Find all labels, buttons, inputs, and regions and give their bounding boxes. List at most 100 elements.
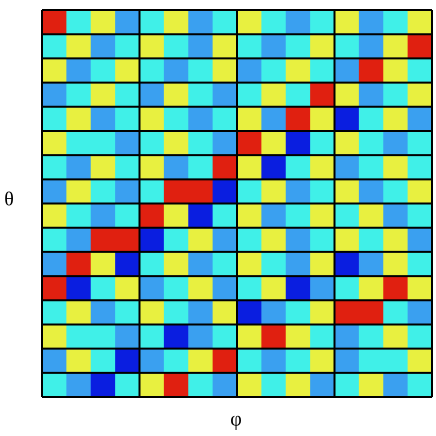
heatmap-cell xyxy=(139,300,165,325)
heatmap-cell xyxy=(334,372,360,398)
heatmap-cell xyxy=(358,227,384,253)
heatmap-cell xyxy=(407,106,433,132)
heatmap-cell xyxy=(212,251,238,277)
heatmap-cell xyxy=(261,300,287,325)
heatmap-cell xyxy=(90,10,116,35)
heatmap-cell xyxy=(334,34,360,59)
heatmap-cell xyxy=(163,324,189,350)
heatmap-cell xyxy=(334,251,360,277)
overlay-grid xyxy=(41,9,433,398)
heatmap-cell xyxy=(42,179,67,204)
heatmap-cell xyxy=(163,106,189,132)
heatmap-cell xyxy=(383,300,409,325)
heatmap-cell xyxy=(139,203,165,229)
heatmap-cell xyxy=(66,130,92,156)
heatmap-cell xyxy=(139,10,165,35)
heatmap-cell xyxy=(139,130,165,156)
heatmap-cell xyxy=(383,155,409,180)
x-axis-label: φ xyxy=(230,409,242,431)
heatmap-cell xyxy=(358,372,384,398)
heatmap-cell xyxy=(285,58,311,84)
heatmap-cell xyxy=(163,276,189,301)
heatmap-cell xyxy=(285,155,311,180)
heatmap-cell xyxy=(358,324,384,350)
heatmap-cell xyxy=(139,227,165,253)
heatmap-cell xyxy=(139,155,165,180)
heatmap-cell xyxy=(212,179,238,204)
heatmap-cell xyxy=(334,179,360,204)
heatmap-cell xyxy=(285,34,311,59)
heatmap-cell xyxy=(261,179,287,204)
heatmap-cell xyxy=(42,10,67,35)
heatmap-cell xyxy=(212,227,238,253)
heatmap-cell xyxy=(66,276,92,301)
heatmap-cell xyxy=(188,58,214,84)
heatmap-cell xyxy=(310,106,335,132)
heatmap-cell xyxy=(115,324,140,350)
heatmap-cell xyxy=(212,34,238,59)
heatmap-cell xyxy=(285,203,311,229)
heatmap-cell xyxy=(66,348,92,374)
heatmap-cell xyxy=(285,348,311,374)
heatmap-cell xyxy=(188,324,214,350)
heatmap-cell xyxy=(90,58,116,84)
heatmap-cell xyxy=(90,324,116,350)
heatmap-cell xyxy=(66,34,92,59)
heatmap-cell xyxy=(261,251,287,277)
heatmap-cell xyxy=(285,276,311,301)
heatmap-cell xyxy=(42,324,67,350)
heatmap-cell xyxy=(383,34,409,59)
heatmap-cell xyxy=(237,203,262,229)
heatmap-cell xyxy=(188,276,214,301)
heatmap-cell xyxy=(163,58,189,84)
heatmap xyxy=(42,10,433,398)
heatmap-cell xyxy=(310,34,335,59)
heatmap-cell xyxy=(42,106,67,132)
heatmap-cell xyxy=(90,203,116,229)
heatmap-cell xyxy=(407,227,433,253)
heatmap-cell xyxy=(115,106,140,132)
heatmap-cell xyxy=(188,179,214,204)
heatmap-cell xyxy=(310,251,335,277)
heatmap-cell xyxy=(261,82,287,108)
heatmap-cell xyxy=(407,372,433,398)
heatmap-cell xyxy=(115,179,140,204)
heatmap-cell xyxy=(407,348,433,374)
heatmap-cell xyxy=(407,10,433,35)
heatmap-cell xyxy=(334,58,360,84)
heatmap-cell xyxy=(261,155,287,180)
heatmap-cell xyxy=(66,82,92,108)
heatmap-cell xyxy=(334,130,360,156)
heatmap-cell xyxy=(310,276,335,301)
heatmap-cell xyxy=(237,58,262,84)
heatmap-cell xyxy=(90,227,116,253)
heatmap-cell xyxy=(139,348,165,374)
heatmap-cell xyxy=(115,348,140,374)
heatmap-cell xyxy=(407,203,433,229)
heatmap-cell xyxy=(115,58,140,84)
heatmap-cell xyxy=(407,276,433,301)
heatmap-cell xyxy=(188,130,214,156)
heatmap-cell xyxy=(358,58,384,84)
heatmap-cell xyxy=(90,348,116,374)
heatmap-cell xyxy=(42,372,67,398)
heatmap-cell xyxy=(407,58,433,84)
heatmap-cell xyxy=(383,276,409,301)
heatmap-cell xyxy=(261,227,287,253)
heatmap-cell xyxy=(90,34,116,59)
heatmap-cell xyxy=(163,34,189,59)
heatmap-cell xyxy=(383,203,409,229)
heatmap-cell xyxy=(334,276,360,301)
y-axis-label: θ xyxy=(4,189,14,211)
heatmap-cell xyxy=(90,82,116,108)
heatmap-cell xyxy=(90,155,116,180)
heatmap-cell xyxy=(188,300,214,325)
heatmap-cell xyxy=(42,155,67,180)
heatmap-cell xyxy=(42,130,67,156)
heatmap-cell xyxy=(383,10,409,35)
heatmap-cell xyxy=(188,251,214,277)
heatmap-cell xyxy=(358,276,384,301)
heatmap-cell xyxy=(115,251,140,277)
heatmap-cell xyxy=(163,300,189,325)
heatmap-cell xyxy=(42,300,67,325)
